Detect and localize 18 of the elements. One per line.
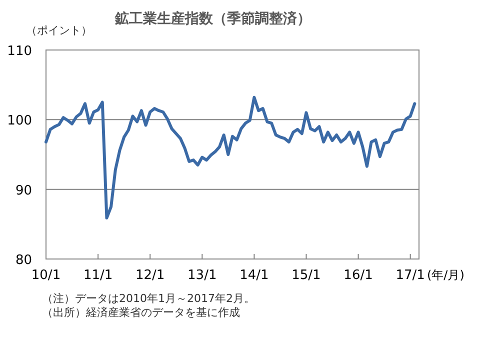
x-tick-label: 16/1 [344,268,373,283]
y-tick-label: 80 [15,253,32,268]
y-tick-label: 110 [7,44,32,59]
chart-title: 鉱工業生産指数（季節調整済） [114,10,311,27]
x-tick-label: 11/1 [83,268,113,283]
x-tick-label: 10/1 [31,268,61,283]
y-tick-label: 100 [7,114,32,129]
x-axis-title: (年/月) [427,268,464,282]
y-axis-title: （ポイント） [26,24,92,37]
line-series [44,96,416,220]
x-tick-label: 12/1 [135,268,165,283]
text: （出所）経済産業省のデータを基に作成 [42,306,240,319]
x-tick-label: 13/1 [188,268,217,283]
x-tick-label: 14/1 [240,268,269,283]
x-tick-label: 15/1 [292,268,321,283]
text: （注）データは2010年1月～2017年2月。 [42,292,255,305]
y-tick-label: 90 [15,183,32,198]
x-tick-label: 17/1 [396,268,425,283]
